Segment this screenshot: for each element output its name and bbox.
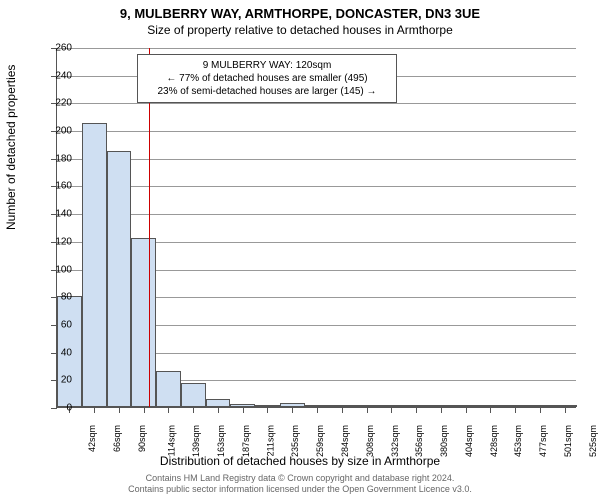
histogram-bar: [156, 371, 181, 407]
x-tick-label: 308sqm: [365, 425, 375, 457]
histogram-bar: [107, 151, 132, 407]
histogram-bar: [131, 238, 156, 407]
y-tick-label: 60: [42, 319, 72, 330]
page-title-line2: Size of property relative to detached ho…: [0, 21, 600, 37]
y-tick-label: 80: [42, 292, 72, 303]
x-tick: [94, 407, 95, 413]
x-tick: [144, 407, 145, 413]
page-title-line1: 9, MULBERRY WAY, ARMTHORPE, DONCASTER, D…: [0, 0, 600, 21]
x-tick-label: 66sqm: [112, 425, 122, 452]
x-tick: [367, 407, 368, 413]
x-tick: [441, 407, 442, 413]
x-tick: [490, 407, 491, 413]
y-tick-label: 260: [42, 43, 72, 54]
x-tick-label: 235sqm: [291, 425, 301, 457]
y-tick-label: 140: [42, 209, 72, 220]
x-tick: [292, 407, 293, 413]
y-tick-label: 160: [42, 181, 72, 192]
grid-line: [57, 186, 576, 187]
y-tick-label: 20: [42, 375, 72, 386]
x-tick-label: 404sqm: [464, 425, 474, 457]
x-tick: [391, 407, 392, 413]
y-tick-label: 40: [42, 347, 72, 358]
x-tick: [243, 407, 244, 413]
y-axis-label: Number of detached properties: [4, 65, 18, 230]
x-tick-label: 211sqm: [265, 425, 275, 456]
grid-line: [57, 103, 576, 104]
y-tick-label: 0: [42, 403, 72, 414]
x-tick: [466, 407, 467, 413]
histogram-chart: 9 MULBERRY WAY: 120sqm← 77% of detached …: [56, 48, 576, 408]
x-tick-label: 332sqm: [390, 425, 400, 457]
x-tick-label: 284sqm: [340, 425, 350, 457]
grid-line: [57, 131, 576, 132]
x-tick: [218, 407, 219, 413]
x-tick-label: 42sqm: [87, 425, 97, 452]
y-tick-label: 100: [42, 264, 72, 275]
annotation-box: 9 MULBERRY WAY: 120sqm← 77% of detached …: [137, 54, 397, 103]
histogram-bar: [206, 399, 231, 407]
y-tick-label: 240: [42, 70, 72, 81]
x-tick: [168, 407, 169, 413]
x-tick: [119, 407, 120, 413]
y-tick-label: 220: [42, 98, 72, 109]
x-tick-label: 525sqm: [588, 425, 598, 457]
footer-line1: Contains HM Land Registry data © Crown c…: [0, 473, 600, 485]
x-tick-label: 90sqm: [137, 425, 147, 452]
x-tick-label: 380sqm: [439, 425, 449, 457]
histogram-bar: [82, 123, 107, 407]
x-tick: [416, 407, 417, 413]
x-tick-label: 453sqm: [513, 425, 523, 457]
x-tick: [193, 407, 194, 413]
x-tick-label: 477sqm: [538, 425, 548, 457]
grid-line: [57, 159, 576, 160]
footer-line2: Contains public sector information licen…: [0, 484, 600, 496]
x-tick-label: 501sqm: [563, 425, 573, 457]
x-tick-label: 356sqm: [414, 425, 424, 457]
x-tick-label: 114sqm: [166, 425, 176, 456]
x-tick: [267, 407, 268, 413]
y-tick-label: 180: [42, 153, 72, 164]
grid-line: [57, 214, 576, 215]
y-tick-label: 200: [42, 126, 72, 137]
x-tick: [317, 407, 318, 413]
x-tick: [515, 407, 516, 413]
attribution-footer: Contains HM Land Registry data © Crown c…: [0, 473, 600, 496]
x-tick-label: 428sqm: [489, 425, 499, 457]
x-tick-label: 163sqm: [216, 425, 226, 457]
x-tick-label: 259sqm: [315, 425, 325, 457]
grid-line: [57, 48, 576, 49]
x-tick: [540, 407, 541, 413]
x-tick: [342, 407, 343, 413]
histogram-bar: [181, 383, 206, 407]
annotation-line: 23% of semi-detached houses are larger (…: [144, 85, 390, 98]
y-tick-label: 120: [42, 236, 72, 247]
x-tick-label: 139sqm: [191, 425, 201, 457]
annotation-line: ← 77% of detached houses are smaller (49…: [144, 72, 390, 85]
x-tick-label: 187sqm: [241, 425, 251, 457]
x-tick: [565, 407, 566, 413]
annotation-line: 9 MULBERRY WAY: 120sqm: [144, 59, 390, 72]
